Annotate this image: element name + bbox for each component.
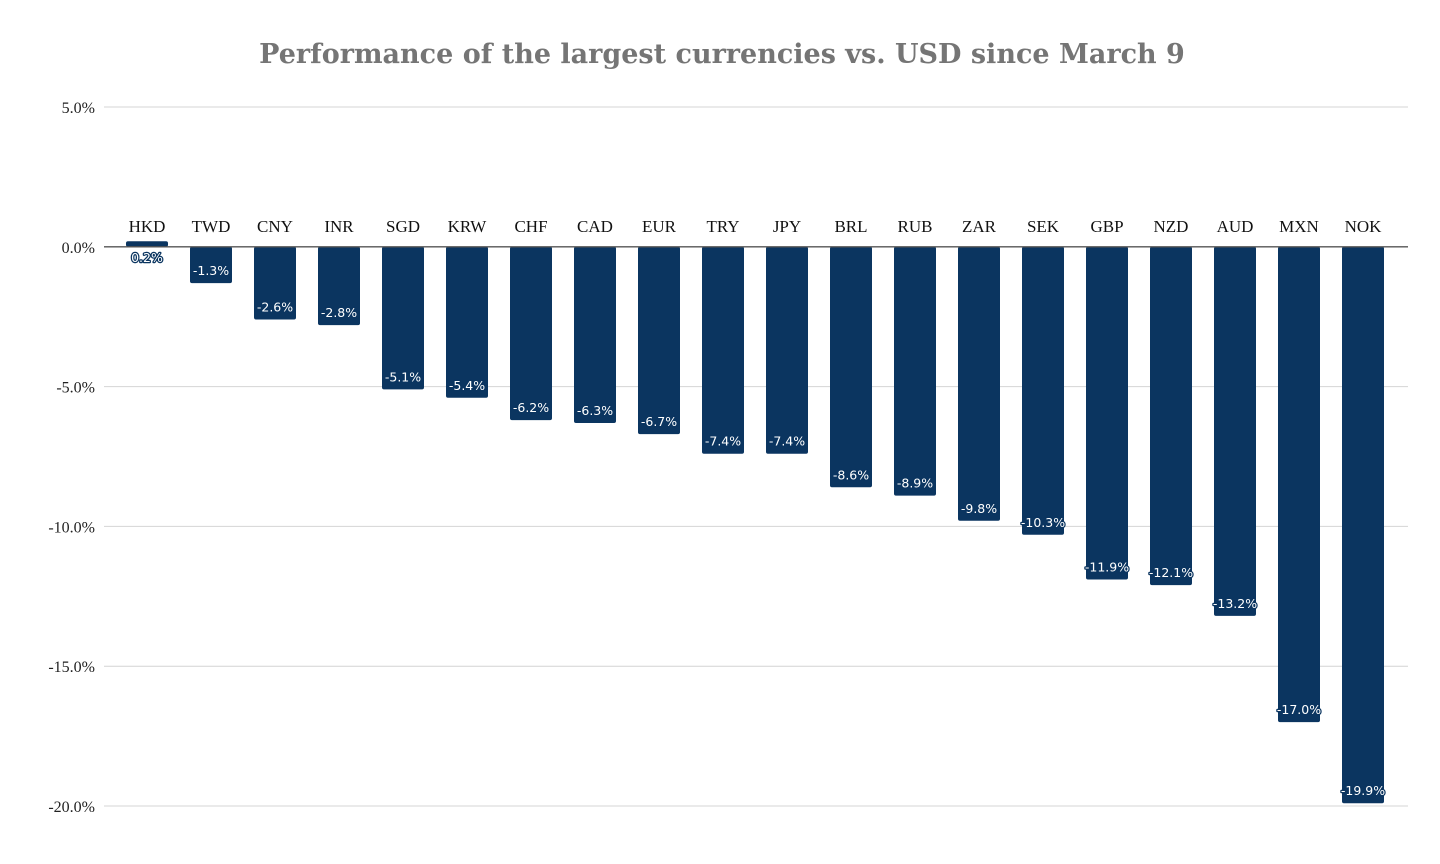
y-tick-label: -5.0% [56,380,95,397]
data-label: -12.1% [1149,565,1193,580]
y-tick-label: 0.0% [62,240,95,257]
bar-cny [254,246,296,320]
bars [126,241,1384,804]
bar-sek [1022,246,1064,535]
bar-inr [318,246,360,326]
data-label: -5.1% [385,369,421,384]
data-label: -9.8% [961,501,997,516]
category-label: JPY [773,217,801,236]
category-label: EUR [642,217,677,236]
bar-eur [638,246,680,435]
bar-jpy [766,246,808,454]
bar-chf [510,246,552,421]
category-label: NZD [1154,217,1189,236]
data-label: -13.2% [1213,596,1257,611]
category-label: INR [324,217,354,236]
gridlines [104,106,1408,807]
bar-mxn [1278,246,1320,723]
data-label: -17.0% [1277,702,1321,717]
category-label: AUD [1217,217,1254,236]
bar-twd [190,246,232,284]
chart-title: Performance of the largest currencies vs… [259,39,1185,70]
data-label: -8.9% [897,476,933,491]
category-label: TRY [706,217,739,236]
data-label: 0.2% [131,250,163,265]
category-label: CNY [257,217,293,236]
bar-try [702,246,744,454]
bar-krw [446,246,488,398]
data-labels: 0.2% -1.3% -2.6% -2.8% -5.1% -5.4% -6.2% -6.3% -… [130,249,1387,800]
bar-nok [1342,246,1384,804]
bar-rub [894,246,936,496]
bar-hkd [126,241,168,247]
data-label: -6.3% [577,403,613,418]
bar-sgd [382,246,424,390]
x-axis-category-labels: HKD TWD CNY INR SGD KRW CHF CAD EUR TRY JPY BRL RUB Z… [129,217,1383,236]
category-label: SGD [386,217,420,236]
data-label: -6.7% [641,414,677,429]
data-label: -10.3% [1021,515,1065,530]
data-label: -19.9% [1341,783,1385,798]
category-label: NOK [1345,217,1383,236]
data-label: -1.3% [193,263,229,278]
data-label: -7.4% [769,434,805,449]
category-label: BRL [834,217,867,236]
bar-brl [830,246,872,488]
bar-zar [958,246,1000,521]
category-label: RUB [898,217,933,236]
category-label: MXN [1279,217,1319,236]
data-label: -5.4% [449,378,485,393]
data-label: -6.2% [513,400,549,415]
category-label: GBP [1090,217,1123,236]
data-label: -8.6% [833,467,869,482]
data-label: -7.4% [705,434,741,449]
category-label: ZAR [962,217,997,236]
category-label: TWD [192,217,231,236]
data-label: -2.8% [321,305,357,320]
y-tick-label: -20.0% [48,799,95,816]
y-tick-label: -15.0% [48,659,95,676]
category-label: CHF [514,217,547,236]
data-label: -11.9% [1085,560,1129,575]
bar-nzd [1150,246,1192,586]
category-label: CAD [577,217,613,236]
y-tick-label: 5.0% [62,100,95,117]
bar-cad [574,246,616,423]
category-label: SEK [1027,217,1060,236]
bar-gbp [1086,246,1128,580]
y-axis-tick-labels: 5.0% 0.0% -5.0% -10.0% -15.0% -20.0% [48,100,95,816]
category-label: HKD [129,217,166,236]
bar-aud [1214,246,1256,616]
category-label: KRW [448,217,488,236]
data-label: -2.6% [257,299,293,314]
y-tick-label: -10.0% [48,519,95,536]
